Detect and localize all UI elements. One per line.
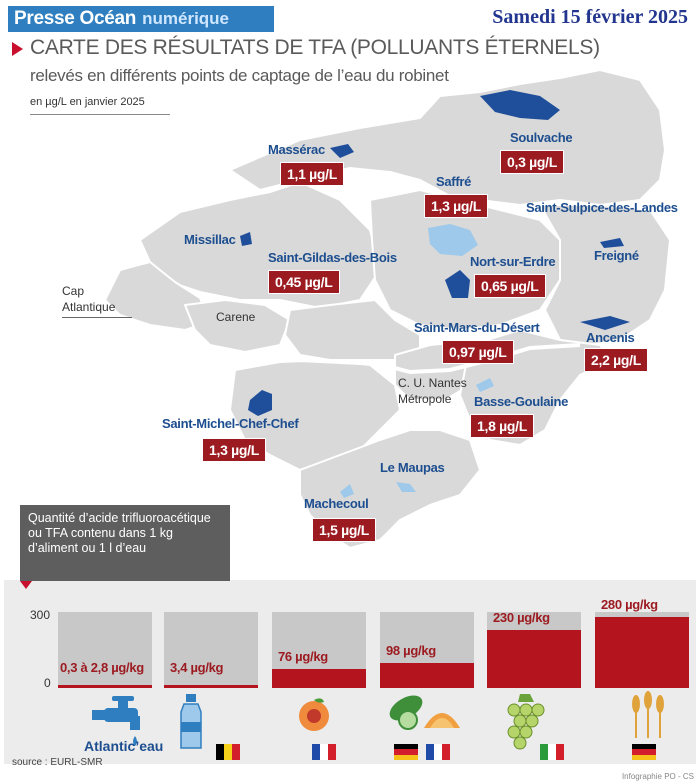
- belgium-flag-icon: [216, 744, 240, 760]
- town-label-freigne: Freigné: [594, 248, 639, 263]
- value-badge-saint-michel: 1,3 µg/L: [202, 438, 267, 462]
- bar: [380, 663, 474, 688]
- pointer-marker-icon: [20, 581, 32, 589]
- bar-background: [164, 612, 258, 688]
- y-axis-min-label: 0: [44, 676, 51, 690]
- area-label-nantes-1: C. U. Nantes: [398, 376, 467, 390]
- water-soulvache: [480, 90, 560, 120]
- divider: [30, 114, 170, 115]
- area-label-nantes-2: Métropole: [398, 392, 452, 406]
- value-badge-soulvache: 0,3 µg/L: [500, 150, 565, 174]
- bar: [58, 685, 152, 688]
- town-label-ancenis: Ancenis: [586, 330, 635, 345]
- value-badge-basse-goulaine: 1,8 µg/L: [470, 414, 535, 438]
- cucumber-melon-icon: [389, 695, 460, 730]
- map-region-ancenis: [539, 204, 671, 346]
- bar: [164, 685, 258, 688]
- area-label-cap: Cap: [62, 284, 85, 298]
- peach-icon: [299, 698, 329, 731]
- value-badge-nort-sur-erdre: 0,65 µg/L: [474, 274, 546, 298]
- page-title: CARTE DES RÉSULTATS DE TFA (POLLUANTS ÉT…: [30, 36, 600, 59]
- value-badge-masserac: 1,1 µg/L: [280, 162, 345, 186]
- credit-note: Infographie PO - CS: [621, 772, 694, 781]
- bar-value-label: 3,4 µg/kg: [170, 660, 224, 675]
- water-missillac: [240, 232, 252, 246]
- brand-sub: numérique: [142, 9, 230, 28]
- town-label-soulvache: Soulvache: [510, 130, 573, 145]
- town-label-saint-gildas: Saint-Gildas-des-Bois: [268, 250, 397, 265]
- area-underline: [62, 317, 132, 318]
- area-label-atlantique: Atlantique: [62, 300, 116, 314]
- brand-logo: Presse Océan numérique: [8, 6, 274, 32]
- town-label-saffre: Saffré: [436, 174, 472, 189]
- town-label-basse-goulaine: Basse-Goulaine: [474, 394, 569, 409]
- water-ancenis: [580, 316, 630, 330]
- value-badge-saint-gildas: 0,45 µg/L: [268, 270, 340, 294]
- france-flag-icon: [426, 744, 450, 760]
- brand-main: Presse Océan: [14, 8, 137, 29]
- bar-value-label: 76 µg/kg: [278, 649, 328, 664]
- bar-value-label: 230 µg/kg: [493, 610, 550, 625]
- water-le-maupas: [396, 482, 416, 492]
- town-label-le-maupas: Le Maupas: [380, 460, 445, 475]
- y-axis-max-label: 300: [30, 608, 51, 622]
- value-badge-saint-mars: 0,97 µg/L: [442, 340, 514, 364]
- water-basse-goulaine: [476, 378, 494, 392]
- page-subtitle: relevés en différents points de captage …: [30, 66, 449, 85]
- france-flag-icon: [312, 744, 336, 760]
- town-label-nort-sur-erdre: Nort-sur-Erdre: [470, 254, 556, 269]
- bar-value-label: 0,3 à 2,8 µg/kg: [60, 660, 144, 675]
- bar-value-label: 98 µg/kg: [386, 643, 436, 658]
- bar: [272, 669, 366, 688]
- bar-background: [58, 612, 152, 688]
- water-machecoul: [340, 484, 354, 498]
- town-label-saint-sulpice: Saint-Sulpice-des-Landes: [526, 200, 678, 215]
- tfa-explanation-box: Quantité d’acide trifluoroacétique ou TF…: [20, 505, 230, 581]
- water-saint-michel: [248, 390, 272, 416]
- town-label-saint-michel: Saint-Michel-Chef-Chef: [162, 416, 299, 431]
- water-freigne: [600, 238, 624, 248]
- loire-atlantique-map: [104, 69, 671, 549]
- publication-date: Samedi 15 février 2025: [492, 6, 688, 28]
- lake-grand-lieu: [428, 224, 478, 256]
- germany-flag-icon: [632, 744, 656, 760]
- value-badge-machecoul: 1,5 µg/L: [312, 518, 377, 542]
- town-label-masserac: Massérac: [268, 142, 325, 157]
- grapes-icon: [507, 694, 545, 750]
- value-badge-ancenis: 2,2 µg/L: [584, 348, 649, 372]
- town-label-missillac: Missillac: [184, 232, 236, 247]
- water-bottle-icon: [180, 694, 202, 749]
- bar-value-label: 280 µg/kg: [601, 597, 658, 612]
- germany-flag-icon: [394, 744, 418, 760]
- water-masserac: [330, 144, 354, 158]
- water-tap-icon: [92, 696, 140, 746]
- wheat-icon: [632, 691, 664, 738]
- map-region-carene: [184, 299, 291, 353]
- bar: [487, 630, 581, 688]
- italy-flag-icon: [540, 744, 564, 760]
- bar: [595, 617, 689, 688]
- title-marker-icon: [12, 42, 23, 56]
- town-label-saint-mars: Saint-Mars-du-Désert: [414, 320, 540, 335]
- atlanticeau-caption: Atlantic’eau: [84, 738, 164, 754]
- source-note: source : EURL-SMR: [12, 757, 103, 768]
- unit-note: en µg/L en janvier 2025: [30, 96, 145, 108]
- value-badge-saffre: 1,3 µg/L: [424, 194, 489, 218]
- town-label-machecoul: Machecoul: [304, 496, 369, 511]
- water-nort: [445, 270, 470, 298]
- area-label-carene: Carene: [216, 310, 256, 324]
